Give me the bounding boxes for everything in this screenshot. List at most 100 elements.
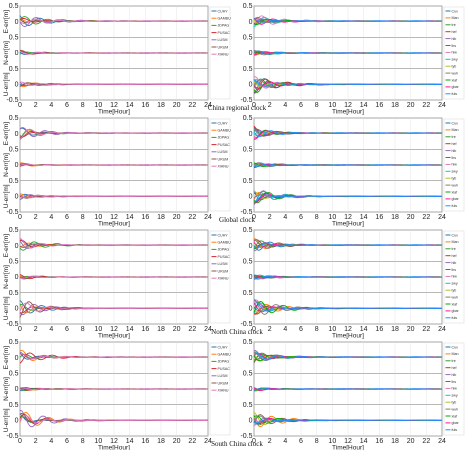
x-tick-label: 18	[391, 102, 399, 109]
legend-label: JDPAG	[218, 24, 230, 28]
series-line	[20, 81, 209, 86]
legend-label: XIANU	[218, 53, 229, 57]
x-tick-label: 8	[81, 102, 85, 109]
chart-panel: 0.500.500.50-0.50 2 4 6 8 10 12 14 16 18 20 22 24Tim…	[240, 3, 465, 116]
chart-panel: 0.50E-err[m]0.50N-err[m]0.50-0.5U-err[m]…	[3, 339, 231, 450]
x-tick-label: 12	[110, 102, 118, 109]
legend-label: wuh	[452, 183, 459, 187]
x-tick-label: 10	[328, 326, 336, 333]
x-tick-label: 16	[141, 102, 149, 109]
x-tick-label: 8	[315, 438, 319, 445]
x-tick-label: 16	[375, 438, 383, 445]
legend-label: hlw	[452, 51, 458, 55]
row-title: South China clock	[211, 440, 263, 448]
x-axis-label: Time[Hour]	[332, 445, 364, 450]
y-axis-label: U-err[m]	[3, 184, 10, 208]
y-axis-label: N-err[m]	[3, 153, 10, 177]
y-tick-label: 0.5	[243, 3, 253, 10]
series-line	[19, 163, 209, 166]
x-axis-label: Time[Hour]	[332, 333, 364, 340]
x-tick-label: 14	[126, 214, 134, 221]
legend-label: tyb	[452, 289, 457, 293]
legend-label: fuis	[452, 92, 458, 96]
legend-box	[443, 6, 465, 100]
legend-box	[209, 342, 231, 436]
x-tick-label: 6	[299, 102, 303, 109]
series-line	[19, 415, 209, 424]
x-axis-label: Time[Hour]	[98, 221, 130, 228]
x-tick-label: 0	[252, 102, 256, 109]
row-title: China regional clock	[208, 104, 267, 112]
legend-label: xlaf	[452, 414, 458, 418]
series-line	[253, 352, 443, 360]
x-tick-label: 6	[65, 438, 69, 445]
x-axis-label: Time[Hour]	[98, 109, 130, 116]
legend-label: JDPAG	[218, 360, 230, 364]
series-line	[253, 276, 443, 279]
legend-label: Man	[452, 128, 459, 132]
y-tick-label: 0	[15, 386, 19, 393]
legend-label: gbar	[452, 309, 460, 313]
row-title: North China clock	[211, 328, 263, 336]
x-tick-label: 8	[315, 326, 319, 333]
x-tick-label: 8	[81, 326, 85, 333]
y-tick-label: 0	[249, 50, 253, 57]
legend: CUHY GAMBU JDPAG PUSAC LUSM URUM XIANU	[209, 230, 231, 324]
x-tick-label: 0	[252, 326, 256, 333]
x-tick-label: 16	[141, 326, 149, 333]
y-tick-label: 0	[249, 131, 253, 138]
legend-label: XIANU	[218, 277, 229, 281]
series-line	[19, 50, 209, 55]
legend-label: LUSM	[218, 38, 228, 42]
y-axis-label: N-err[m]	[3, 265, 10, 289]
y-tick-label: 0	[249, 306, 253, 313]
legend-label: Cuv	[452, 121, 459, 125]
y-axis-label: U-err[m]	[3, 72, 10, 96]
legend-label: XIANU	[218, 165, 229, 169]
x-tick-label: 4	[283, 438, 287, 445]
x-tick-label: 24	[438, 214, 446, 221]
y-tick-label: 0.5	[9, 290, 19, 297]
legend-label: URUM	[218, 45, 229, 49]
legend: Cuv Man tre hef hlb lhs hlw swy tyb wuh xlaf gbar fu…	[443, 6, 465, 100]
x-tick-label: 2	[34, 438, 38, 445]
x-tick-label: 8	[315, 102, 319, 109]
series-line	[253, 387, 443, 392]
series-line	[253, 418, 443, 424]
y-tick-label: 0.5	[243, 66, 253, 73]
legend-label: PUSAC	[218, 255, 231, 259]
legend-label: swy	[452, 394, 458, 398]
legend-label: swy	[452, 170, 458, 174]
x-tick-label: 22	[422, 214, 430, 221]
legend-label: Man	[452, 16, 459, 20]
legend-label: swy	[452, 58, 458, 62]
y-tick-label: 0.5	[243, 35, 253, 42]
y-tick-label: -0.5	[6, 321, 18, 328]
y-tick-label: 0.5	[243, 178, 253, 185]
x-tick-label: 20	[407, 326, 415, 333]
x-tick-label: 8	[81, 438, 85, 445]
x-tick-label: 24	[204, 214, 212, 221]
x-tick-label: 2	[34, 102, 38, 109]
y-tick-label: 0.5	[243, 339, 253, 346]
x-axis-label: Time[Hour]	[332, 221, 364, 228]
x-tick-label: 24	[204, 102, 212, 109]
series-line	[19, 353, 209, 360]
y-tick-label: 0.5	[9, 259, 19, 266]
legend-label: URUM	[218, 157, 229, 161]
y-tick-label: 0	[249, 82, 253, 89]
legend-label: GAMBU	[218, 353, 232, 357]
x-tick-label: 24	[438, 326, 446, 333]
legend-label: URUM	[218, 381, 229, 385]
legend: CUHY GAMBU JDPAG PUSAC LUSM URUM XIANU	[209, 6, 231, 100]
x-tick-label: 22	[188, 326, 196, 333]
legend-label: CUHY	[218, 345, 229, 349]
x-tick-label: 20	[407, 438, 415, 445]
x-tick-label: 6	[299, 326, 303, 333]
y-tick-label: 0.5	[243, 402, 253, 409]
x-tick-label: 14	[360, 214, 368, 221]
y-tick-label: 0.5	[9, 371, 19, 378]
legend-box	[209, 118, 231, 212]
x-tick-label: 2	[268, 214, 272, 221]
y-axis-label: E-err[m]	[3, 122, 10, 146]
